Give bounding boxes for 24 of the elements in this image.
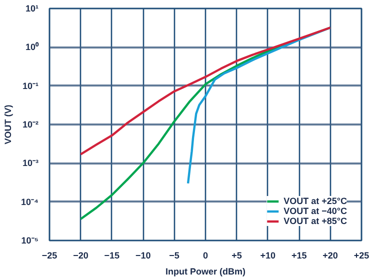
legend-label: VOUT at −40°C: [284, 206, 347, 216]
y-tick-label: 10⁻⁴: [21, 196, 39, 207]
x-tick-label: +15: [291, 250, 307, 260]
x-tick-label: −15: [104, 250, 120, 260]
x-tick-label: 0: [202, 250, 208, 260]
legend-label: VOUT at +85°C: [284, 216, 347, 226]
legend-label: VOUT at +25°C: [284, 196, 347, 206]
x-tick-label: −5: [169, 250, 180, 260]
x-tick-label: +5: [232, 250, 242, 260]
y-axis-title: VOUT (V): [3, 104, 14, 144]
x-tick-label: +25: [354, 250, 370, 260]
x-tick-label: −20: [73, 250, 88, 260]
x-tick-label: +20: [322, 250, 338, 260]
y-tick-label: 10⁻²: [22, 120, 39, 130]
y-tick-label: 10⁻³: [22, 158, 39, 168]
line-series: [80, 26, 332, 156]
y-tick-label: 10⁻¹: [22, 80, 39, 91]
y-tick-label: 10⁻⁵: [21, 236, 39, 246]
x-tick-label: −25: [42, 250, 58, 260]
x-axis-title: Input Power (dBm): [166, 266, 246, 276]
y-tick-label: 10¹: [25, 4, 39, 14]
y-tick-label: 10⁰: [25, 42, 40, 52]
x-tick-label: +10: [260, 250, 276, 260]
x-tick-label: −10: [135, 250, 151, 260]
